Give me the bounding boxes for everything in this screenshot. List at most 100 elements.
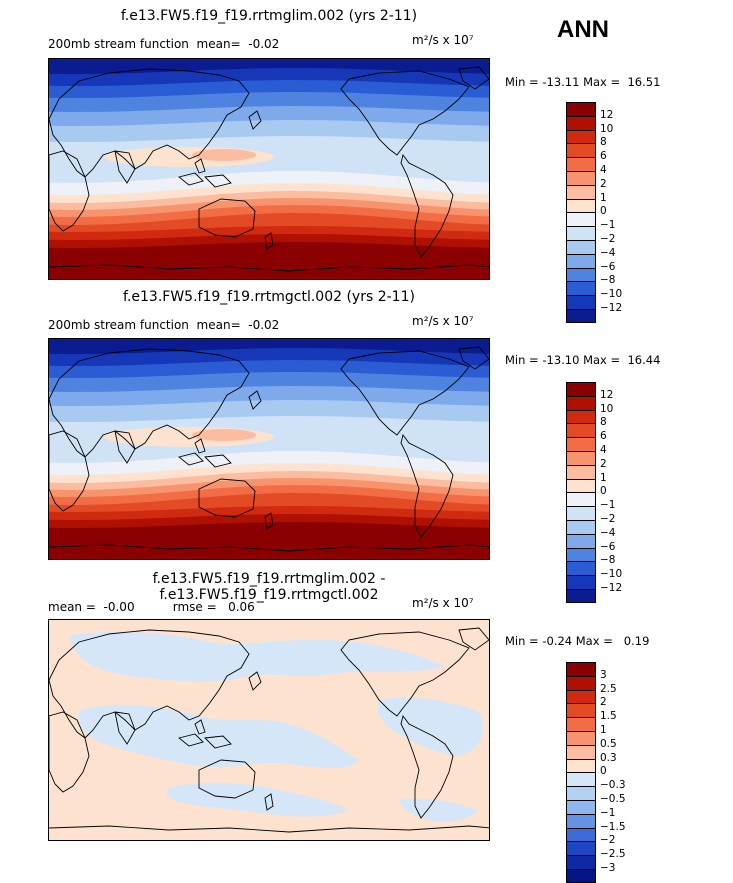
panel-2-title: f.e13.FW5.f19_f19.rrtmgctl.002 (yrs 2-11…	[123, 289, 415, 305]
colorbar-swatch	[566, 115, 596, 130]
colorbar-label: −10	[600, 288, 623, 301]
colorbar-swatch	[566, 868, 596, 883]
colorbar-swatch	[566, 786, 596, 800]
panel-3-contour-map	[49, 620, 489, 840]
colorbar-label: −10	[600, 568, 623, 581]
colorbar-swatch	[566, 170, 596, 185]
colorbar-label: −4	[600, 526, 616, 539]
colorbar-label: 8	[600, 416, 607, 429]
colorbar-label: −8	[600, 274, 616, 287]
colorbar-label: −6	[600, 260, 616, 273]
season-label: ANN	[557, 16, 609, 43]
colorbar-swatch	[566, 662, 596, 676]
colorbar-swatch	[566, 506, 596, 520]
colorbar-swatch	[566, 295, 596, 309]
colorbar-label: −3	[600, 862, 616, 874]
colorbar-swatch	[566, 841, 596, 856]
colorbar-label: 1	[600, 724, 607, 736]
colorbar-label: −4	[600, 246, 616, 259]
colorbar-swatch	[566, 267, 596, 282]
panel-1-units: m²/s x 10⁷	[412, 33, 474, 47]
colorbar-label: 6	[600, 430, 607, 443]
colorbar-label: 2.5	[600, 682, 617, 695]
panel-3-map	[48, 619, 490, 841]
colorbar-label: −2	[600, 233, 616, 245]
colorbar-label: 10	[600, 122, 614, 135]
colorbar-swatch	[566, 212, 596, 227]
colorbar-swatch	[566, 198, 596, 213]
colorbar-swatch	[566, 813, 596, 828]
colorbar-swatch	[566, 437, 596, 451]
colorbar-swatch	[566, 423, 596, 438]
colorbar-label: −1	[600, 499, 616, 512]
colorbar-label: 0.5	[600, 737, 617, 750]
colorbar-swatch	[566, 717, 596, 731]
colorbar-swatch	[566, 395, 596, 410]
colorbar-label: 1	[600, 191, 607, 204]
colorbar-label: −2	[600, 834, 616, 847]
colorbar-swatch	[566, 239, 596, 254]
colorbar-swatch	[566, 588, 596, 603]
colorbar-swatch	[566, 575, 596, 589]
colorbar-label: −0.5	[600, 793, 626, 805]
panel-3-title: f.e13.FW5.f19_f19.rrtmglim.002 - f.e13.F…	[152, 571, 386, 603]
colorbar-swatch	[566, 308, 596, 323]
colorbar-label: 2	[600, 177, 607, 190]
panel-2-colorbar	[566, 382, 596, 603]
colorbar-swatch	[566, 533, 596, 548]
colorbar-swatch	[566, 492, 596, 507]
panel-2-map	[48, 338, 490, 560]
colorbar-label: 3	[600, 668, 607, 681]
colorbar-label: −2	[600, 513, 616, 525]
panel-3-units: m²/s x 10⁷	[412, 596, 474, 610]
colorbar-swatch	[566, 464, 596, 479]
colorbar-swatch	[566, 703, 596, 718]
panel-2-minmax: Min = -13.10 Max = 16.44	[505, 353, 661, 367]
colorbar-label: 1.5	[600, 710, 617, 723]
colorbar-label: 12	[600, 388, 614, 401]
panel-3-stats: mean = -0.00 rmse = 0.06	[48, 600, 255, 614]
colorbar-label: 12	[600, 108, 614, 121]
colorbar-label: 0	[600, 765, 607, 778]
colorbar-label: −12	[600, 302, 623, 314]
panel-3-colorbar	[566, 662, 596, 883]
colorbar-label: 1	[600, 471, 607, 484]
colorbar-label: −12	[600, 582, 623, 594]
colorbar-swatch	[566, 827, 596, 842]
colorbar-swatch	[566, 129, 596, 144]
colorbar-label: 2	[600, 457, 607, 470]
colorbar-swatch	[566, 758, 596, 773]
colorbar-swatch	[566, 143, 596, 158]
colorbar-swatch	[566, 855, 596, 869]
colorbar-label: −0.3	[600, 779, 626, 792]
colorbar-swatch	[566, 450, 596, 465]
panel-1-colorbar	[566, 102, 596, 323]
panel-2-contour-map	[49, 339, 489, 559]
panel-2-units: m²/s x 10⁷	[412, 314, 474, 328]
colorbar-label: 0	[600, 485, 607, 498]
colorbar-swatch	[566, 281, 596, 296]
colorbar-label: 4	[600, 164, 607, 176]
panel-2-stats: 200mb stream function mean= -0.02	[48, 318, 280, 332]
colorbar-swatch	[566, 561, 596, 576]
colorbar-label: −8	[600, 554, 616, 567]
colorbar-swatch	[566, 547, 596, 562]
colorbar-label: 2	[600, 696, 607, 709]
colorbar-swatch	[566, 689, 596, 704]
colorbar-swatch	[566, 102, 596, 116]
colorbar-label: 0	[600, 205, 607, 218]
colorbar-swatch	[566, 799, 596, 814]
colorbar-label: 6	[600, 150, 607, 163]
colorbar-swatch	[566, 253, 596, 268]
panel-1-map	[48, 58, 490, 280]
colorbar-label: −2.5	[600, 848, 626, 861]
colorbar-swatch	[566, 478, 596, 493]
colorbar-swatch	[566, 744, 596, 759]
colorbar-swatch	[566, 157, 596, 171]
colorbar-label: −1.5	[600, 820, 626, 833]
colorbar-swatch	[566, 675, 596, 690]
colorbar-swatch	[566, 226, 596, 240]
panel-1-stats: 200mb stream function mean= -0.02	[48, 37, 280, 51]
colorbar-swatch	[566, 382, 596, 396]
panel-1-minmax: Min = -13.11 Max = 16.51	[505, 75, 661, 89]
